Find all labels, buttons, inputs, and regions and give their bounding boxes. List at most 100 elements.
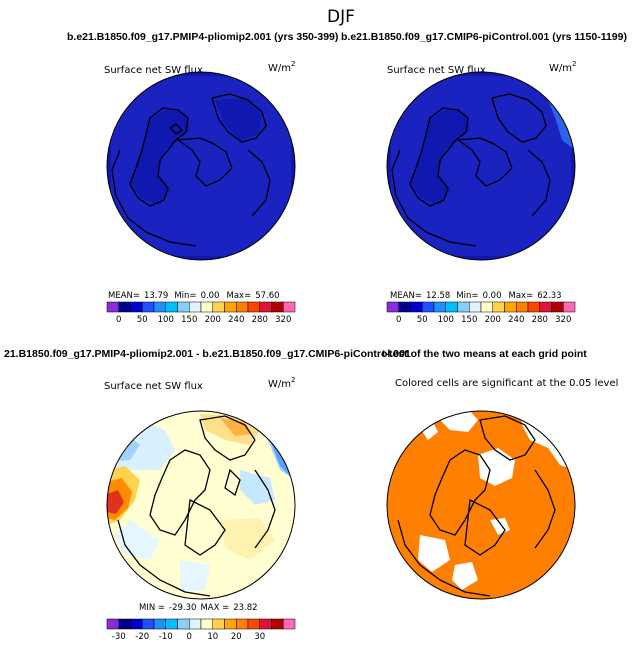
- colorbar-cell: [433, 301, 446, 313]
- colorbar-cell: [247, 618, 260, 630]
- colorbar-tick-label: 320: [555, 315, 571, 325]
- colorbar-cell: [212, 301, 225, 313]
- panel-3: Surface net SW flux W/m2 MI: [104, 376, 296, 642]
- colorbar-cell: [236, 301, 249, 313]
- colorbar-cell: [539, 301, 552, 313]
- colorbar-cell: [153, 301, 166, 313]
- colorbar-cell: [177, 618, 190, 630]
- panel-4-coastlines: [397, 415, 556, 597]
- panel-2-map-border: [386, 71, 576, 261]
- colorbar-tick-label: 200: [205, 315, 221, 325]
- panel-1-map: [107, 72, 295, 260]
- colorbar-tick-label: -10: [159, 632, 173, 642]
- colorbar-tick-label: 100: [438, 315, 454, 325]
- colorbar-tick-label: 280: [252, 315, 268, 325]
- panel-2-coastlines: [391, 93, 551, 247]
- colorbar-tick-label: 320: [275, 315, 291, 325]
- colorbar-tick-label: 50: [417, 315, 428, 325]
- colorbar-cell: [189, 618, 202, 630]
- colorbar-cell: [259, 618, 272, 630]
- colorbar-cell: [283, 618, 296, 630]
- colorbar-cell: [165, 618, 178, 630]
- colorbar-cell: [271, 301, 284, 313]
- colorbar-tick-label: 50: [137, 315, 148, 325]
- colorbar-cell: [130, 301, 143, 313]
- colorbar-tick-label: 0: [396, 315, 401, 325]
- colorbar-cell: [527, 301, 540, 313]
- colorbar-cell: [142, 301, 155, 313]
- panel-3-map-border: [106, 410, 296, 600]
- colorbar-cell: [130, 618, 143, 630]
- panel-4-variable: Colored cells are significant at the 0.0…: [395, 378, 618, 389]
- colorbar-cell: [516, 301, 529, 313]
- panel-1-coastlines: [111, 93, 271, 247]
- panel-3-colorbar: -30 -20 -10 0 10 20 30: [106, 618, 296, 642]
- colorbar-cell: [563, 301, 576, 313]
- colorbar-cell: [504, 301, 517, 313]
- colorbar-tick-label: -20: [135, 632, 149, 642]
- panel-4: Colored cells are significant at the 0.0…: [386, 378, 618, 600]
- panel-1: Surface net SW flux W/m2 MEAN= 13.79 Min= 0…: [104, 60, 296, 325]
- panel-4-map-border: [386, 410, 576, 600]
- colorbar-cell: [189, 301, 202, 313]
- panel-2: Surface net SW flux W/m2 MEAN= 12.58 Min= 0…: [386, 60, 576, 325]
- panel-4-header: t-test of the two means at each grid poi…: [382, 348, 587, 360]
- colorbar-cell: [247, 301, 260, 313]
- colorbar-cell: [469, 301, 482, 313]
- colorbar-tick-label: 10: [207, 632, 218, 642]
- colorbar-cell: [142, 618, 155, 630]
- panel-1-units: W/m2: [268, 60, 295, 74]
- panel-3-header: 21.B1850.f09_g17.PMIP4-pliomip2.001 - b.…: [4, 348, 411, 360]
- colorbar-cell: [236, 618, 249, 630]
- colorbar-tick-label: 150: [181, 315, 197, 325]
- colorbar-tick-label: 0: [116, 315, 121, 325]
- colorbar-cell: [398, 301, 411, 313]
- colorbar-cell: [200, 301, 213, 313]
- colorbar-tick-label: 240: [508, 315, 524, 325]
- colorbar-tick-label: 240: [228, 315, 244, 325]
- panel-3-units: W/m2: [268, 376, 295, 390]
- colorbar-cell: [492, 301, 505, 313]
- colorbar-cell: [118, 301, 131, 313]
- colorbar-tick-label: 280: [532, 315, 548, 325]
- panel-1-colorbar: 0 50 100 150 200 240 280 320: [106, 301, 296, 325]
- colorbar-cell: [177, 301, 190, 313]
- colorbar-cell: [200, 618, 213, 630]
- colorbar-cell: [480, 301, 493, 313]
- panel-2-colorbar: 0 50 100 150 200 240 280 320: [386, 301, 576, 325]
- colorbar-cell: [106, 301, 119, 313]
- panel-3-coastlines: [117, 415, 276, 597]
- panel-2-stats: MEAN= 12.58 Min= 0.00 Max= 62.33: [390, 291, 562, 301]
- panel-3-variable: Surface net SW flux: [104, 381, 203, 392]
- colorbar-cell: [551, 301, 564, 313]
- colorbar-cell: [153, 618, 166, 630]
- colorbar-cell: [106, 618, 119, 630]
- colorbar-cell: [422, 301, 435, 313]
- panel-1-stats: MEAN= 13.79 Min= 0.00 Max= 57.60: [108, 291, 280, 301]
- panel-2-units: W/m2: [549, 60, 576, 74]
- colorbar-tick-label: 0: [187, 632, 192, 642]
- figure-title: DJF: [327, 7, 355, 27]
- panel-1-map-border: [106, 71, 296, 261]
- colorbar-cell: [271, 618, 284, 630]
- colorbar-cell: [118, 618, 131, 630]
- panel-2-map: [387, 72, 575, 260]
- colorbar-cell: [457, 301, 470, 313]
- colorbar-cell: [212, 618, 225, 630]
- colorbar-cell: [386, 301, 399, 313]
- colorbar-cell: [445, 301, 458, 313]
- colorbar-tick-label: 200: [485, 315, 501, 325]
- colorbar-cell: [410, 301, 423, 313]
- colorbar-cell: [259, 301, 272, 313]
- panel-3-stats: MIN = -29.30 MAX = 23.82: [139, 603, 258, 613]
- colorbar-tick-label: 30: [254, 632, 265, 642]
- colorbar-cell: [224, 301, 237, 313]
- colorbar-cell: [165, 301, 178, 313]
- colorbar-tick-label: 100: [158, 315, 174, 325]
- colorbar-tick-label: 150: [461, 315, 477, 325]
- panel-2-header: b.e21.B1850.f09_g17.CMIP6-piControl.001 …: [341, 31, 627, 43]
- panel-2-variable: Surface net SW flux: [387, 65, 486, 76]
- colorbar-cell: [224, 618, 237, 630]
- colorbar-tick-label: -30: [112, 632, 126, 642]
